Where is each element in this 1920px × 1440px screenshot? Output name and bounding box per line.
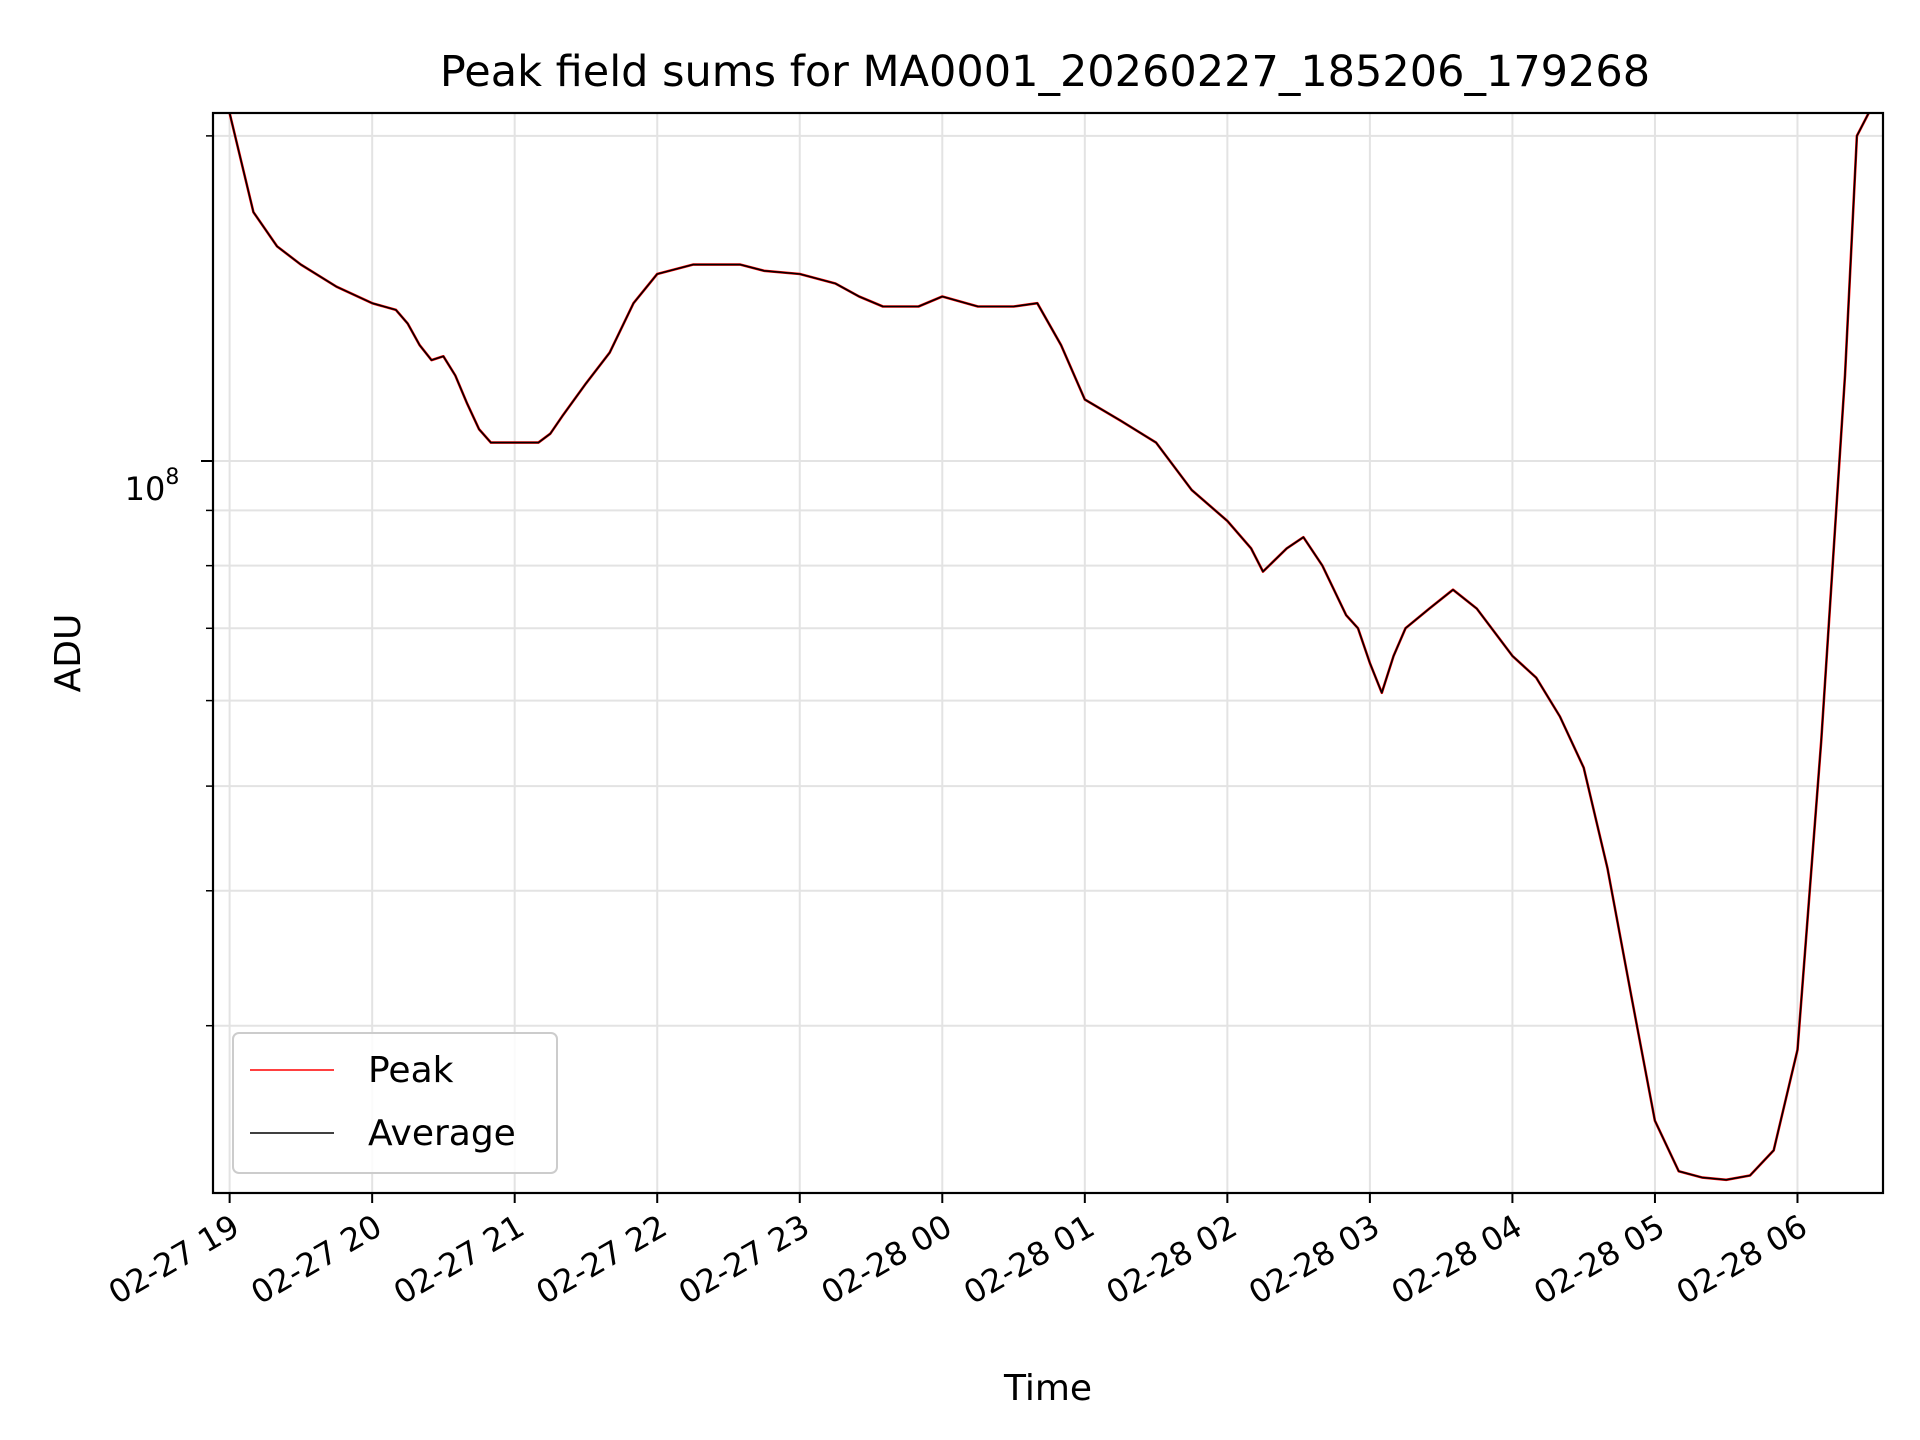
y-tick-exponent: 8	[165, 465, 179, 490]
legend-label-average: Average	[368, 1113, 516, 1154]
legend-box	[232, 1032, 558, 1174]
series-lines	[228, 113, 1870, 1182]
y-axis-label: ADU	[48, 614, 89, 693]
y-axis-ticks	[201, 135, 213, 1027]
y-tick-label: 108	[125, 465, 180, 508]
chart-title: Peak field sums for MA0001_20260227_1852…	[440, 47, 1650, 97]
x-axis-label: Time	[1003, 1368, 1092, 1409]
legend: Peak Average	[232, 1032, 558, 1174]
y-tick-base: 10	[125, 470, 166, 508]
grid-lines	[213, 113, 1883, 1193]
plot-frame	[211, 111, 1885, 1195]
legend-label-peak: Peak	[368, 1050, 454, 1091]
series-average-line	[228, 113, 1870, 1181]
